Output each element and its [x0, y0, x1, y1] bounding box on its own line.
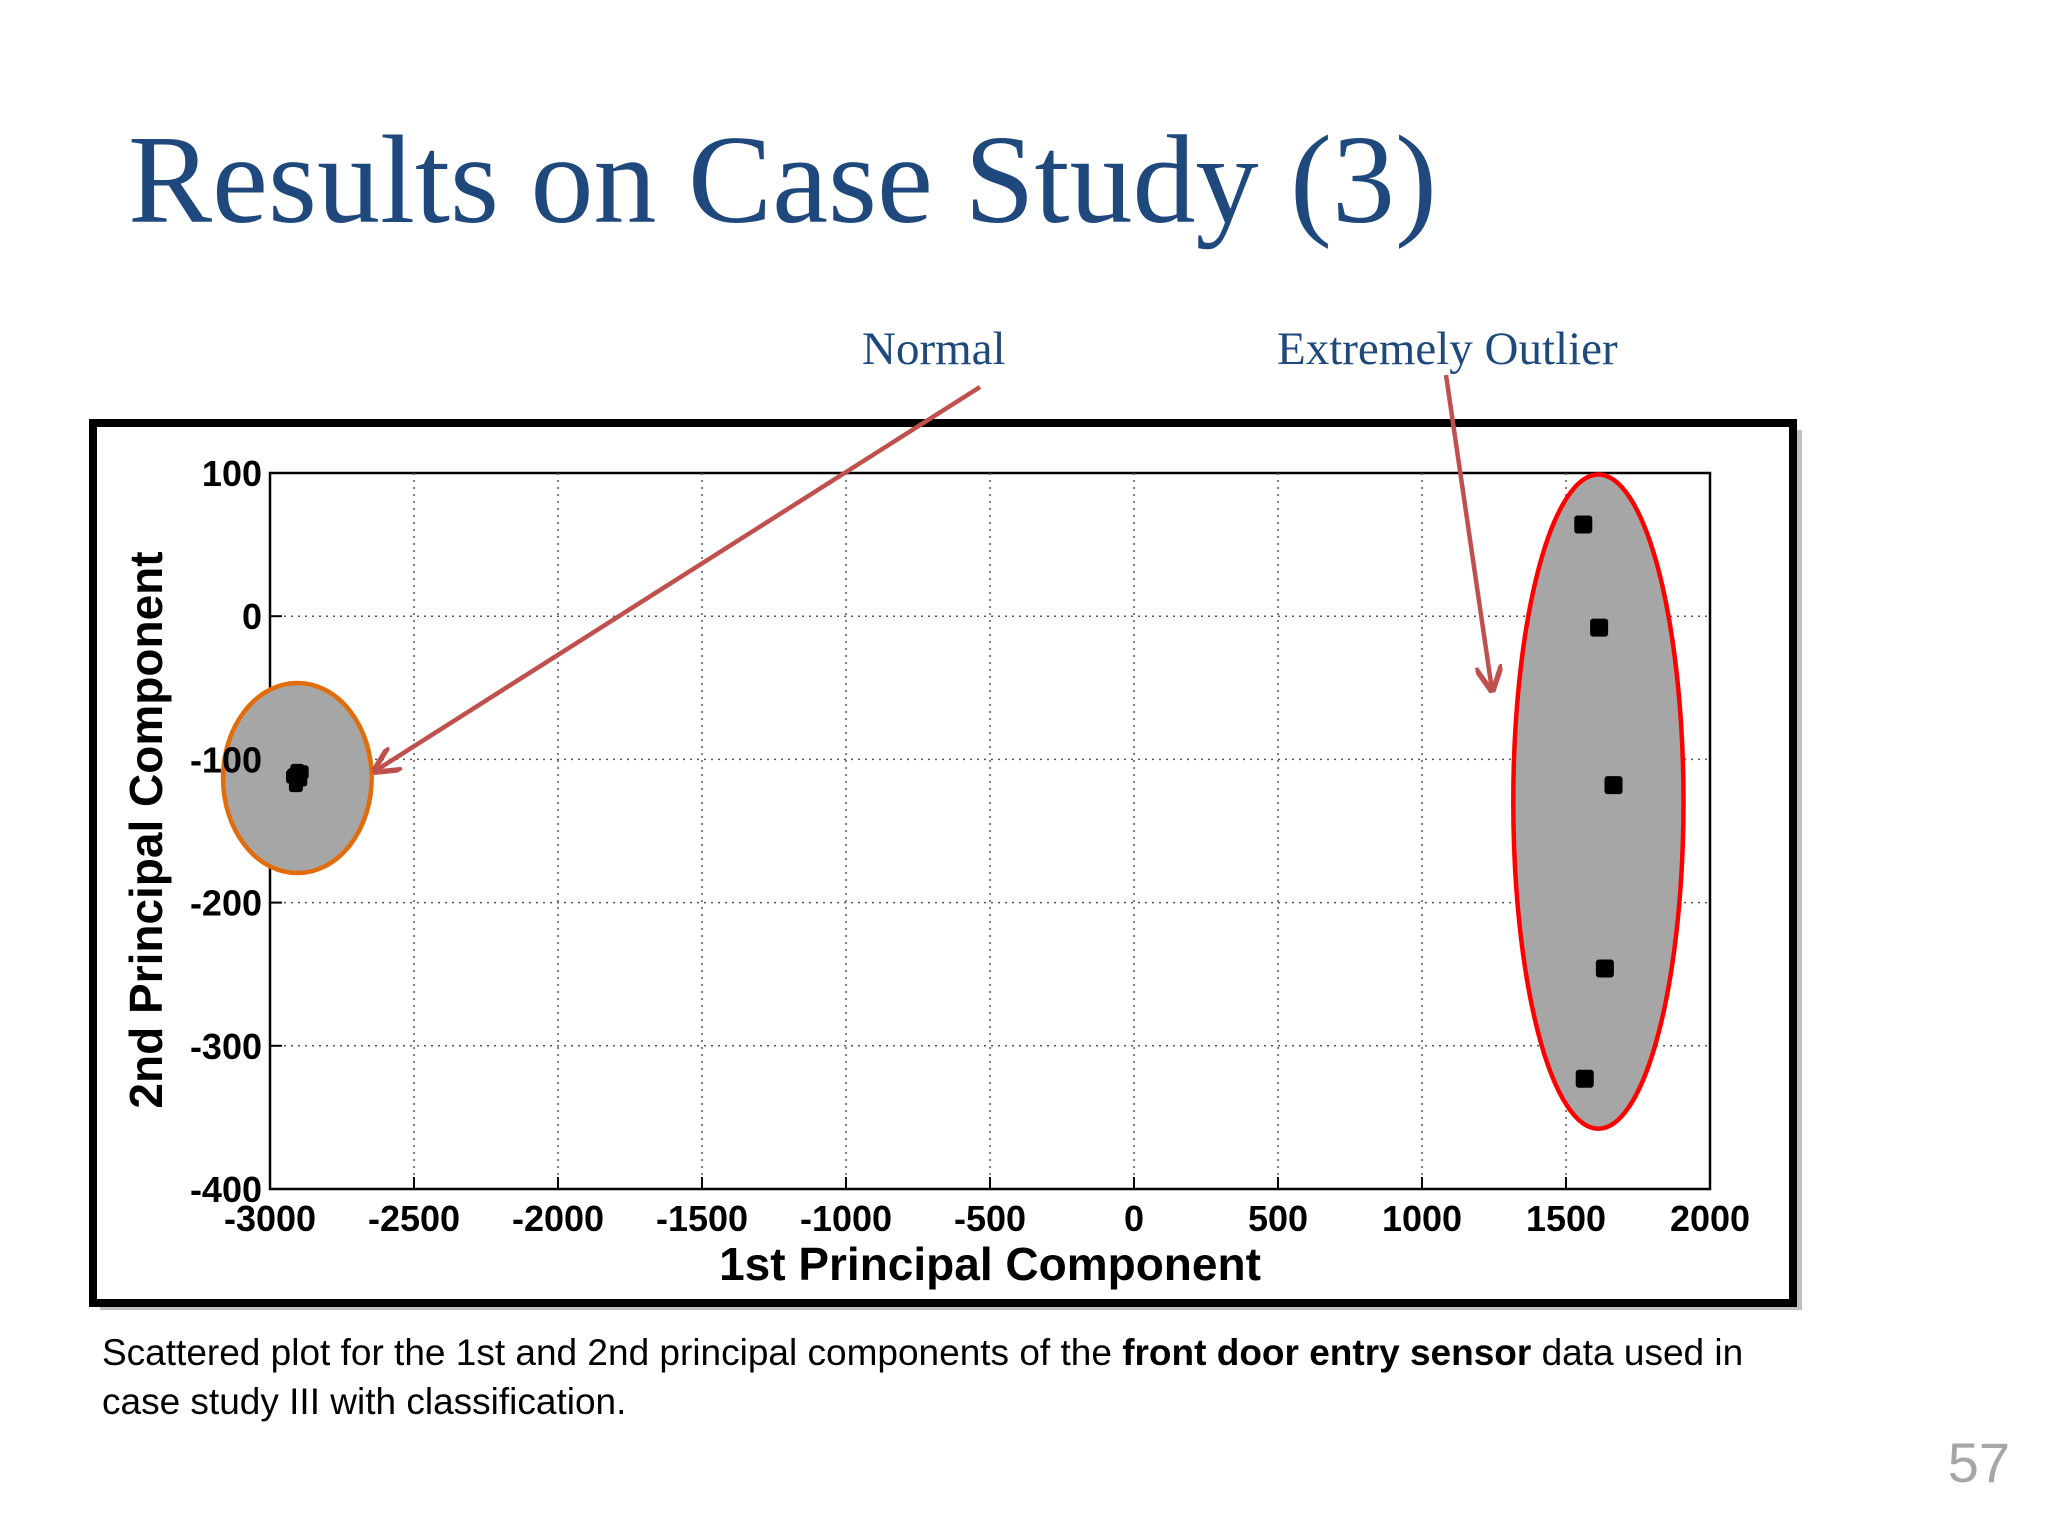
- x-tick-label: -1500: [656, 1198, 748, 1239]
- x-tick-label: -2500: [368, 1198, 460, 1239]
- y-tick-label: 0: [242, 596, 262, 637]
- x-tick-label: 2000: [1670, 1198, 1750, 1239]
- outlier-cluster-ellipse: [1511, 472, 1686, 1131]
- caption-text-bold: front door entry sensor: [1122, 1332, 1532, 1373]
- callout-outlier-label: Extremely Outlier: [1277, 323, 1618, 375]
- arrow-to-normal: [375, 385, 982, 771]
- outlier-data-point: [1575, 1069, 1594, 1088]
- x-tick-label: 1000: [1382, 1198, 1462, 1239]
- callout-normal-label: Normal: [862, 323, 1006, 375]
- caption-text-start: Scattered plot for the 1st and 2nd princ…: [102, 1332, 1123, 1373]
- figure-caption: Scattered plot for the 1st and 2nd princ…: [102, 1328, 1802, 1426]
- y-tick-label: 100: [202, 453, 262, 494]
- outlier-data-point: [1604, 776, 1623, 795]
- y-tick-label: -200: [190, 883, 262, 924]
- normal-data-point: [289, 773, 304, 788]
- x-axis-label: 1st Principal Component: [719, 1238, 1261, 1290]
- outlier-data-point: [1595, 959, 1614, 978]
- arrow-to-outlier: [1443, 374, 1492, 690]
- caption-text-end: data used in case study III with classif…: [102, 1332, 1744, 1422]
- y-tick-label: -400: [190, 1169, 262, 1210]
- x-tick-label: -3000: [224, 1198, 316, 1239]
- tick-labels: -3000 -2500 -2000 -1500 -1000 -500 0 500 1000 150…: [190, 453, 1750, 1239]
- page-number: 57: [1947, 1431, 2010, 1494]
- data-points: [286, 515, 1623, 1088]
- x-tick-label: 1500: [1526, 1198, 1606, 1239]
- y-tick-label: -300: [190, 1026, 262, 1067]
- y-axis-label: 2nd Principal Component: [120, 551, 172, 1108]
- x-tick-label: -1000: [800, 1198, 892, 1239]
- x-tick-label: -2000: [512, 1198, 604, 1239]
- y-tick-label: -100: [190, 739, 262, 780]
- outlier-data-point: [1590, 618, 1609, 637]
- outlier-data-point: [1574, 515, 1593, 534]
- slide-title: Results on Case Study (3): [128, 111, 1437, 250]
- x-tick-label: 500: [1248, 1198, 1308, 1239]
- x-tick-label: -500: [954, 1198, 1026, 1239]
- x-tick-label: 0: [1124, 1198, 1144, 1239]
